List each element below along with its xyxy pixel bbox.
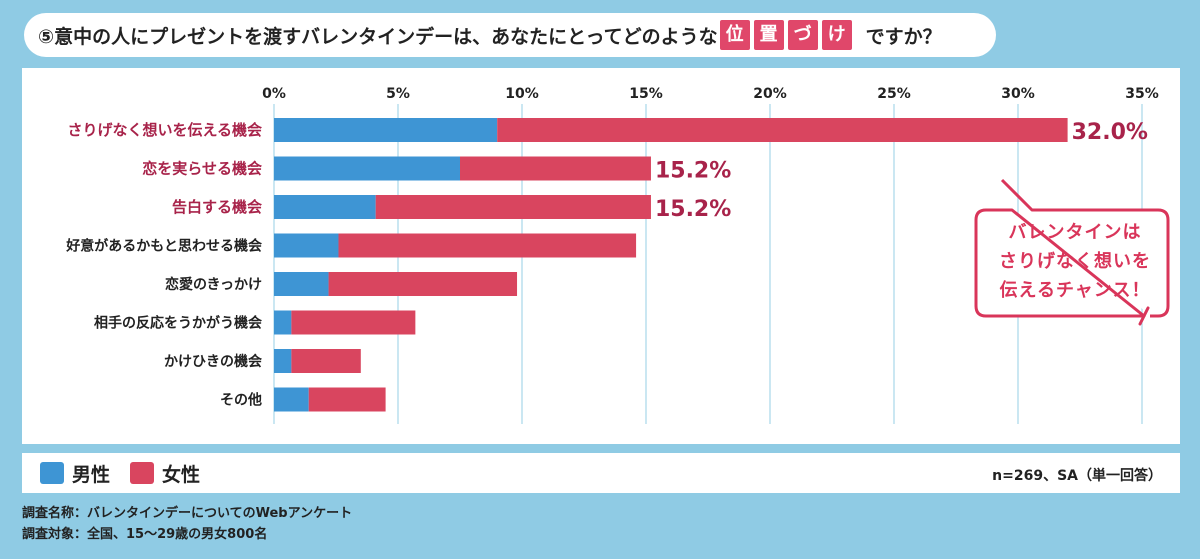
legend-item-male: 男性 bbox=[40, 453, 110, 493]
bar-male bbox=[274, 349, 292, 373]
x-tick-label: 0% bbox=[262, 86, 286, 102]
bar-male bbox=[274, 118, 498, 142]
bar-male bbox=[274, 387, 309, 412]
category-label: 恋を実らせる機会 bbox=[142, 160, 262, 178]
data-label: 32.0% bbox=[1072, 120, 1148, 145]
x-tick-label: 20% bbox=[753, 86, 787, 102]
x-tick-label: 10% bbox=[505, 86, 539, 102]
footnote-survey-target: 調査対象：全国、15～29歳の男女800名 bbox=[22, 527, 268, 542]
bar-male bbox=[274, 156, 460, 181]
legend-swatch-female bbox=[130, 462, 154, 484]
category-label: その他 bbox=[220, 392, 262, 409]
bar-female bbox=[497, 118, 1068, 142]
x-tick-label: 30% bbox=[1001, 86, 1035, 102]
category-label: 恋愛のきっかけ bbox=[165, 276, 262, 293]
sample-note: n=269、SA（単一回答） bbox=[992, 468, 1162, 484]
title-highlight-char: づ bbox=[787, 20, 818, 50]
category-label: かけひきの機会 bbox=[164, 353, 263, 370]
bar-female bbox=[291, 349, 361, 373]
title-banner: ⑤意中の人にプレゼントを渡すバレンタインデーは、あなたにとってどのような 位 置… bbox=[24, 13, 996, 57]
callout-line: バレンタインは bbox=[1008, 222, 1142, 243]
bar-male bbox=[274, 233, 339, 258]
legend-item-female: 女性 bbox=[130, 453, 200, 493]
bar-female bbox=[375, 195, 651, 219]
x-tick-label: 5% bbox=[386, 86, 410, 102]
bar-male bbox=[274, 195, 376, 219]
bar-male bbox=[274, 310, 292, 335]
bar-female bbox=[338, 233, 637, 258]
bar-female bbox=[328, 272, 518, 296]
bar-female bbox=[291, 310, 416, 335]
callout-line: さりげなく想いを bbox=[999, 251, 1151, 272]
x-tick-label: 35% bbox=[1125, 86, 1159, 102]
legend-label-female: 女性 bbox=[162, 463, 201, 486]
data-label: 15.2% bbox=[655, 159, 731, 184]
title-suffix: ですか？ bbox=[865, 25, 942, 48]
title-highlight-char: け bbox=[821, 20, 852, 50]
callout-text: バレンタインは さりげなく想いを 伝えるチャンス！ bbox=[982, 218, 1168, 305]
category-label: 好意があるかもと思わせる機会 bbox=[65, 238, 263, 255]
title-prefix: ⑤意中の人にプレゼントを渡すバレンタインデーは、あなたにとってどのような bbox=[38, 25, 718, 48]
data-label: 15.2% bbox=[655, 197, 731, 222]
bar-female bbox=[460, 156, 651, 181]
title-highlight-char: 位 bbox=[719, 20, 750, 50]
x-tick-label: 25% bbox=[877, 86, 911, 102]
legend: 男性 女性 n=269、SA（単一回答） bbox=[22, 453, 1180, 493]
x-tick-label: 15% bbox=[629, 86, 663, 102]
title-highlight-char: 置 bbox=[753, 20, 784, 50]
legend-label-male: 男性 bbox=[72, 463, 111, 486]
footnote-survey-name: 調査名称：バレンタインデーについてのWebアンケート bbox=[22, 506, 353, 521]
callout-line: 伝えるチャンス！ bbox=[999, 280, 1151, 301]
category-label: 相手の反応をうかがう機会 bbox=[94, 315, 263, 332]
bar-male bbox=[274, 272, 329, 296]
legend-swatch-male bbox=[40, 462, 64, 484]
bar-female bbox=[308, 387, 386, 412]
category-label: 告白する機会 bbox=[172, 198, 262, 216]
category-label: さりげなく想いを伝える機会 bbox=[67, 121, 262, 139]
